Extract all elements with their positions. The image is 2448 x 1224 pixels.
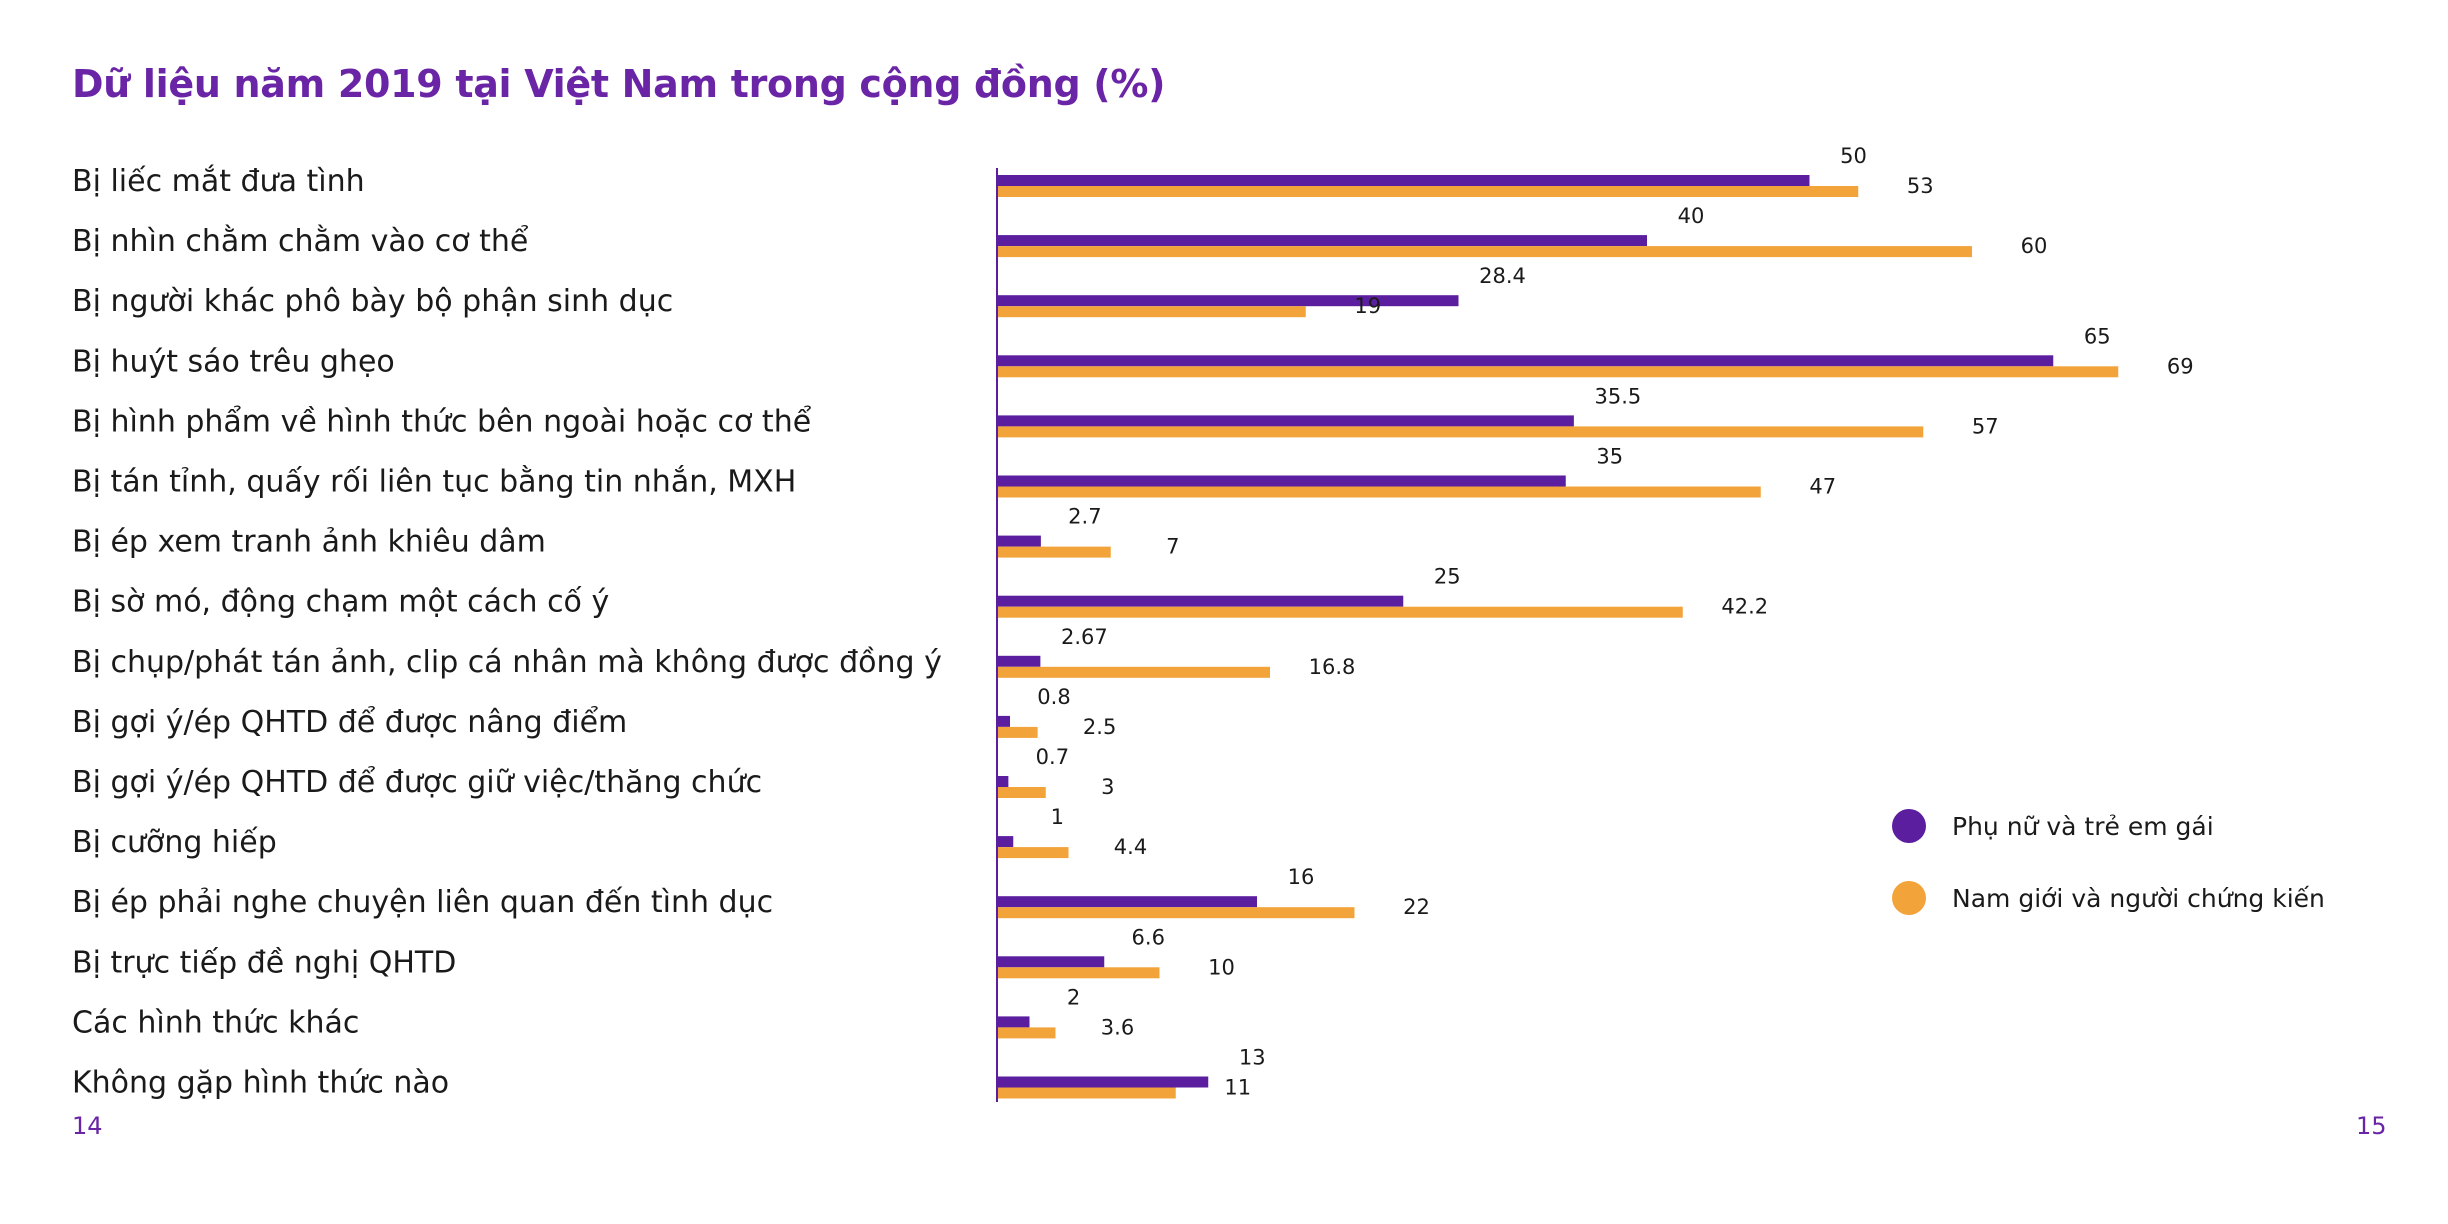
bar-series-2 xyxy=(997,246,1972,258)
page-number-right: 15 xyxy=(2356,1112,2387,1140)
data-label-series-1: 25 xyxy=(1434,565,1461,589)
data-label-series-2: 69 xyxy=(2167,354,2194,378)
category-label: Bị trực tiếp đề nghị QHTD xyxy=(72,945,456,980)
category-label: Bị gợi ý/ép QHTD để được nâng điểm xyxy=(72,704,627,740)
bar-series-1 xyxy=(997,415,1574,427)
category-label: Bị chụp/phát tán ảnh, clip cá nhân mà kh… xyxy=(72,645,942,680)
category-label: Bị tán tỉnh, quấy rối liên tục bằng tin … xyxy=(72,465,796,500)
legend-label-series-1: Phụ nữ và trẻ em gái xyxy=(1952,812,2214,841)
data-label-series-1: 35 xyxy=(1596,445,1623,469)
data-label-series-1: 65 xyxy=(2084,324,2111,348)
data-label-series-1: 35.5 xyxy=(1594,384,1641,408)
legend-label-series-2: Nam giới và người chứng kiến xyxy=(1952,884,2325,913)
bar-series-2 xyxy=(997,606,1683,618)
bar-series-1 xyxy=(997,535,1041,547)
bar-series-2 xyxy=(997,186,1859,197)
bar-series-2 xyxy=(997,726,1038,738)
bar-series-2 xyxy=(997,306,1306,318)
data-label-series-1: 1 xyxy=(1051,805,1064,829)
bar-series-2 xyxy=(997,486,1761,498)
bar-series-1 xyxy=(997,655,1041,667)
data-label-series-2: 7 xyxy=(1166,535,1179,559)
bar-series-1 xyxy=(997,896,1257,908)
data-label-series-1: 2.7 xyxy=(1068,505,1101,529)
data-label-series-1: 2.67 xyxy=(1061,625,1108,649)
data-label-series-1: 2 xyxy=(1067,985,1080,1009)
bar-series-2 xyxy=(997,907,1355,919)
data-label-series-2: 4.4 xyxy=(1114,835,1147,859)
category-label: Bị người khác phô bày bộ phận sinh dục xyxy=(72,284,673,319)
page-title: Dữ liệu năm 2019 tại Việt Nam trong cộng… xyxy=(72,62,1166,106)
legend-marker-series-1 xyxy=(1892,809,1926,843)
data-label-series-2: 42.2 xyxy=(1721,595,1768,619)
bar-series-2 xyxy=(997,1087,1176,1099)
bar-series-1 xyxy=(997,295,1459,307)
data-label-series-2: 2.5 xyxy=(1083,715,1116,739)
bar-series-1 xyxy=(997,715,1010,727)
data-label-series-2: 16.8 xyxy=(1309,655,1356,679)
data-label-series-2: 53 xyxy=(1907,174,1934,198)
bar-series-1 xyxy=(997,235,1647,247)
bar-series-2 xyxy=(997,366,2119,378)
category-label: Bị ép xem tranh ảnh khiêu dâm xyxy=(72,525,546,560)
bar-series-2 xyxy=(997,666,1270,678)
category-label: Bị ép phải nghe chuyện liên quan đến tìn… xyxy=(72,885,773,920)
bar-series-1 xyxy=(997,956,1105,968)
category-label: Không gặp hình thức nào xyxy=(72,1066,449,1101)
page-number-left: 14 xyxy=(72,1112,103,1140)
data-label-series-2: 3 xyxy=(1101,775,1114,799)
category-label: Bị gợi ý/ép QHTD để được giữ việc/thăng … xyxy=(72,764,762,800)
data-label-series-1: 0.8 xyxy=(1037,685,1070,709)
data-label-series-1: 28.4 xyxy=(1479,264,1526,288)
category-label: Các hình thức khác xyxy=(72,1005,359,1040)
bar-series-1 xyxy=(997,175,1810,186)
data-label-series-2: 47 xyxy=(1809,475,1836,499)
category-label: Bị hình phẩm về hình thức bên ngoài hoặc… xyxy=(72,403,812,439)
data-label-series-1: 50 xyxy=(1840,144,1867,168)
data-label-series-2: 60 xyxy=(2021,234,2048,258)
category-label: Bị liếc mắt đưa tình xyxy=(72,164,365,199)
data-label-series-1: 6.6 xyxy=(1132,925,1165,949)
data-label-series-1: 13 xyxy=(1239,1046,1266,1070)
bar-series-1 xyxy=(997,1076,1209,1088)
bar-series-2 xyxy=(997,967,1160,979)
data-label-series-2: 57 xyxy=(1972,414,1999,438)
data-label-series-2: 11 xyxy=(1224,1076,1251,1100)
data-label-series-1: 0.7 xyxy=(1036,745,1069,769)
bar-series-2 xyxy=(997,426,1924,438)
bar-series-1 xyxy=(997,776,1009,787)
bar-series-2 xyxy=(997,787,1046,798)
data-label-series-2: 3.6 xyxy=(1101,1015,1134,1039)
bar-series-1 xyxy=(997,595,1404,607)
bar-series-1 xyxy=(997,1016,1030,1028)
category-label: Bị cưỡng hiếp xyxy=(72,825,277,860)
bar-series-2 xyxy=(997,847,1069,859)
bar-series-1 xyxy=(997,836,1014,848)
bar-series-2 xyxy=(997,546,1111,558)
bar-series-1 xyxy=(997,355,2054,367)
category-label: Bị huýt sáo trêu ghẹo xyxy=(72,344,395,379)
data-label-series-2: 10 xyxy=(1208,955,1235,979)
bar-series-1 xyxy=(997,475,1566,487)
bar-series-2 xyxy=(997,1027,1056,1039)
category-label: Bị sờ mó, động chạm một cách cố ý xyxy=(72,585,609,620)
data-label-series-2: 19 xyxy=(1354,294,1381,318)
data-label-series-1: 40 xyxy=(1678,204,1705,228)
data-label-series-2: 22 xyxy=(1403,895,1430,919)
legend-marker-series-2 xyxy=(1892,881,1926,915)
data-label-series-1: 16 xyxy=(1288,865,1315,889)
category-label: Bị nhìn chằm chằm vào cơ thể xyxy=(72,223,529,259)
